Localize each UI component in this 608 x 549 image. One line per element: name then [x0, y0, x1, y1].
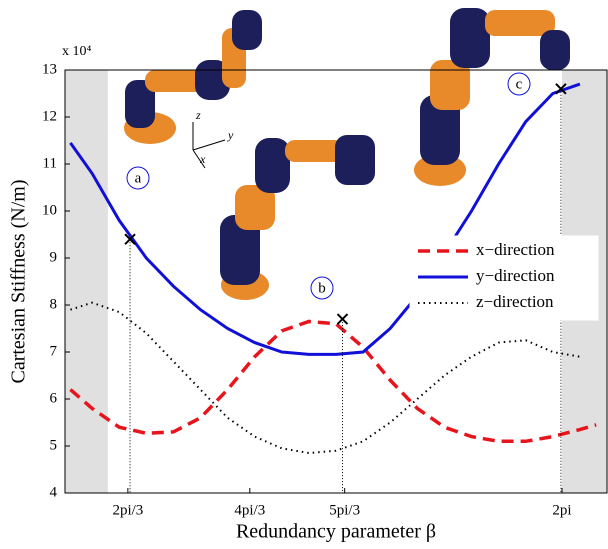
x-tick-label: 2pi/3 [112, 502, 143, 518]
marker-label: b [318, 280, 326, 296]
x-axis-label: Redundancy parameter β [236, 521, 436, 543]
series-line [69, 319, 597, 444]
robot-images [124, 8, 570, 300]
legend-label: z−direction [476, 292, 554, 311]
marker-x [555, 83, 567, 95]
frame-axes [192, 122, 226, 169]
robot-b [220, 135, 375, 300]
series-line [69, 82, 581, 356]
x-tick-label: 2pi [552, 502, 571, 518]
y-tick-label: 4 [50, 484, 58, 500]
marker-x [124, 233, 136, 245]
y-tick-label: 13 [42, 61, 57, 77]
y-tick-label: 8 [50, 296, 58, 312]
marker-label: a [135, 170, 142, 186]
marker-label: c [516, 76, 523, 92]
y-tick-label: 6 [50, 390, 58, 406]
label-circle [126, 166, 150, 190]
label-circle [507, 72, 531, 96]
y-tick-label: 7 [50, 343, 58, 359]
series-line [70, 301, 581, 455]
shaded-region [65, 70, 108, 493]
plot-frame [64, 69, 608, 494]
robot-c [414, 8, 570, 186]
y-tick-label: 5 [50, 437, 58, 453]
frame-label: x [199, 152, 206, 166]
y-tick-label: 11 [43, 155, 57, 171]
y-tick-label: 12 [42, 108, 57, 124]
frame-label: z [195, 108, 201, 122]
y-tick-label: 10 [42, 202, 57, 218]
legend-label: x−direction [476, 240, 555, 259]
x-tick-label: 5pi/3 [329, 502, 360, 518]
legend-label: y−direction [476, 266, 555, 285]
legend: x−direction y−direction z−direction [409, 235, 599, 321]
y-multiplier: x 10⁴ [62, 44, 92, 59]
marker-x [336, 313, 349, 325]
x-tick-label: 4pi/3 [234, 502, 265, 518]
label-circle [310, 276, 334, 300]
y-tick-label: 9 [50, 249, 58, 265]
y-axis-label: Cartesian Stiffness (N/m) [8, 179, 30, 383]
frame-label: y [227, 128, 234, 142]
